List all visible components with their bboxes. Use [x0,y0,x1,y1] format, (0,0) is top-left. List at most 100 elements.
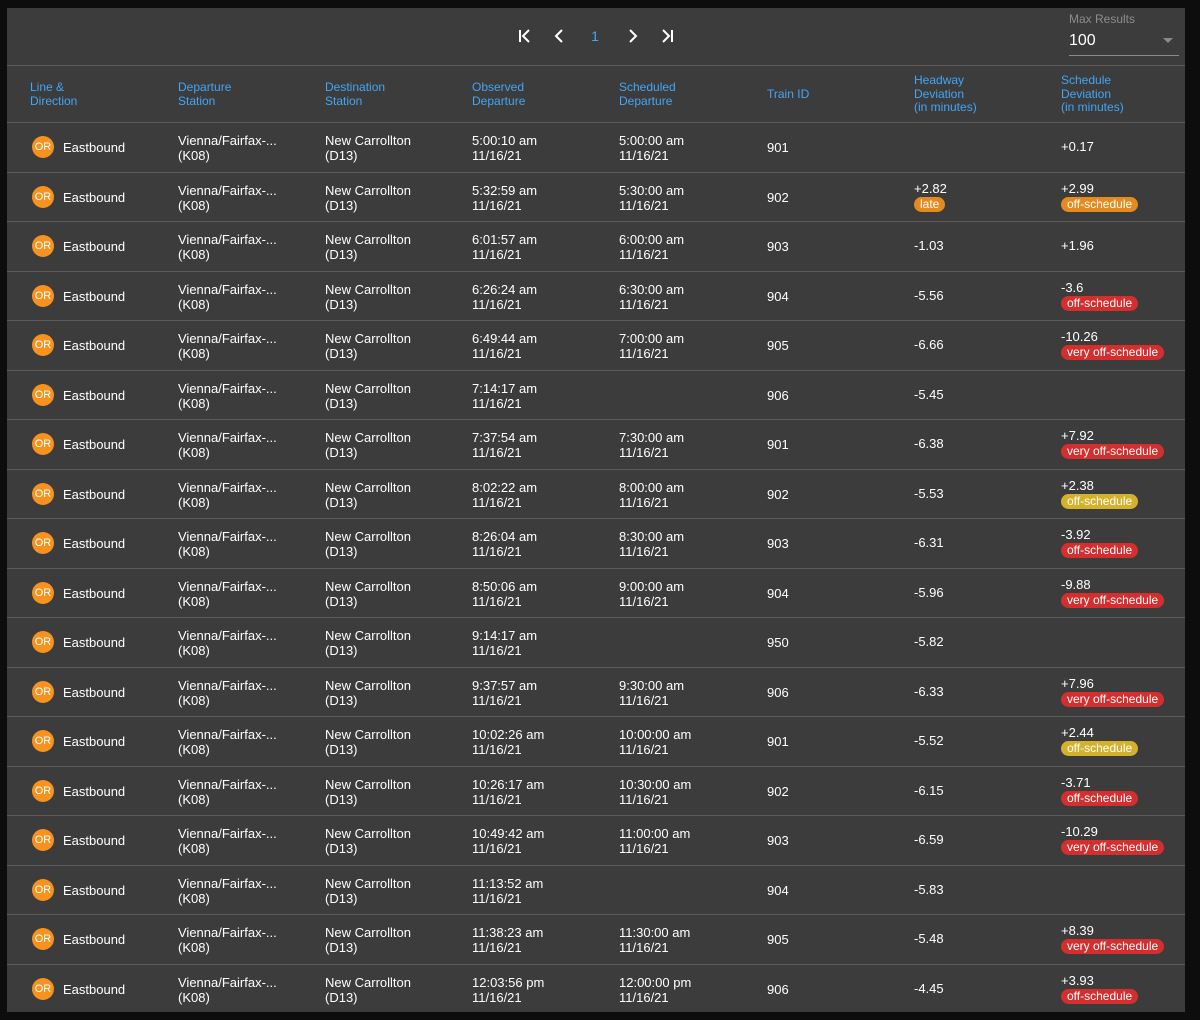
destination-station: New Carrollton (D13) [325,182,411,213]
headway-deviation: -4.45 [914,981,944,996]
schedule-deviation: -9.88 very off-schedule [1061,577,1165,608]
next-page-button[interactable] [619,25,645,47]
status-badge: off-schedule [1061,741,1139,756]
column-header-scheduled-departure[interactable]: Scheduled Departure [619,80,676,108]
departure-station: Vienna/Fairfax-... (K08) [178,727,277,757]
headway-value: +2.82 [914,180,947,196]
scheduled-departure: 9:00:00 am 11/16/21 [619,578,685,609]
observed-departure: 10:26:17 am 11/16/21 [472,776,545,807]
line-badge-or: OR [32,235,54,257]
scheduled-departure: 11:30:00 am 11/16/21 [619,925,691,955]
table-row[interactable]: OR Eastbound Vienna/Fairfax-... (K08) New Ca… [7,272,1185,321]
table-row[interactable]: OR Eastbound Vienna/Fairfax-... (K08) New Ca… [7,866,1185,915]
column-header-departure-station[interactable]: Departure Station [178,80,232,108]
train-id: 901 [767,140,789,155]
headway-deviation: -6.59 [914,833,944,847]
column-header-line-direction[interactable]: Line & Direction [30,80,78,108]
observed-departure: 10:49:42 am 11/16/21 [472,826,545,856]
current-page-number[interactable]: 1 [591,28,599,44]
column-header-observed-departure[interactable]: Observed Departure [472,80,526,108]
status-badge: off-schedule [1061,543,1139,558]
train-id: 905 [767,932,789,947]
table-row[interactable]: OR Eastbound Vienna/Fairfax-... (K08) New Ca… [7,717,1185,767]
destination-station: New Carrollton (D13) [325,974,411,1005]
status-badge: very off-schedule [1061,840,1165,855]
train-id: 902 [767,783,789,799]
last-page-button[interactable] [654,25,680,47]
line-badge-or: OR [32,631,54,653]
schedule-deviation: +8.39 very off-schedule [1061,924,1165,954]
table-row[interactable]: OR Eastbound Vienna/Fairfax-... (K08) New Ca… [7,371,1185,420]
direction-text: Eastbound [63,387,126,403]
table-row[interactable]: OR Eastbound Vienna/Fairfax-... (K08) New Ca… [7,767,1185,816]
direction-text: Eastbound [63,288,126,304]
scheduled-departure: 12:00:00 pm 11/16/21 [619,974,692,1005]
headway-value: -5.96 [914,584,944,600]
departure-station: Vienna/Fairfax-... (K08) [178,974,277,1005]
table-row[interactable]: OR Eastbound Vienna/Fairfax-... (K08) New Ca… [7,519,1185,569]
destination-station: New Carrollton (D13) [325,479,411,510]
departure-station: Vienna/Fairfax-... (K08) [178,281,277,312]
column-header-destination-station[interactable]: Destination Station [325,80,386,108]
table-row[interactable]: OR Eastbound Vienna/Fairfax-... (K08) New Ca… [7,569,1185,618]
column-header-headway-deviation[interactable]: Headway Deviation (in minutes) [914,73,977,114]
table-row[interactable]: OR Eastbound Vienna/Fairfax-... (K08) New Ca… [7,321,1185,371]
table-row[interactable]: OR Eastbound Vienna/Fairfax-... (K08) New Ca… [7,470,1185,519]
line-badge-or: OR [32,779,54,802]
table-row[interactable]: OR Eastbound Vienna/Fairfax-... (K08) New Ca… [7,123,1185,173]
table-row[interactable]: OR Eastbound Vienna/Fairfax-... (K08) New Ca… [7,965,1185,1013]
table-row[interactable]: OR Eastbound Vienna/Fairfax-... (K08) New Ca… [7,915,1185,965]
dropdown-arrow-icon [1163,38,1173,43]
schedule-deviation: +7.92 very off-schedule [1061,429,1165,459]
departure-station: Vienna/Fairfax-... (K08) [178,380,277,411]
schedule-deviation-value: +7.96 [1061,675,1094,691]
departure-station: Vienna/Fairfax-... (K08) [178,479,277,510]
scheduled-departure: 6:30:00 am 11/16/21 [619,281,685,312]
headway-value: -6.38 [914,436,944,451]
line-badge-or: OR [32,383,54,406]
table-row[interactable]: OR Eastbound Vienna/Fairfax-... (K08) New Ca… [7,222,1185,272]
table-row[interactable]: OR Eastbound Vienna/Fairfax-... (K08) New Ca… [7,668,1185,717]
observed-departure: 10:02:26 am 11/16/21 [472,727,545,757]
destination-station: New Carrollton (D13) [325,925,411,955]
first-page-icon [519,29,530,43]
headway-deviation: -6.38 [914,437,944,451]
train-id: 903 [767,239,789,254]
first-page-button[interactable] [512,25,538,47]
line-badge-or: OR [32,284,54,307]
train-id: 902 [767,486,789,502]
status-badge: off-schedule [1061,295,1139,311]
line-badge-or: OR [32,730,54,752]
observed-departure: 11:38:23 am 11/16/21 [472,925,544,955]
previous-page-button[interactable] [547,25,573,47]
schedule-deviation-value: -3.6 [1061,279,1084,295]
departure-station: Vienna/Fairfax-... (K08) [178,578,277,609]
scheduled-departure: 9:30:00 am 11/16/21 [619,677,685,708]
direction-text: Eastbound [63,932,126,947]
headway-deviation: -5.96 [914,584,944,600]
destination-station: New Carrollton (D13) [325,232,411,262]
observed-departure: 9:37:57 am 11/16/21 [472,677,538,708]
table-row[interactable]: OR Eastbound Vienna/Fairfax-... (K08) New Ca… [7,816,1185,866]
table-row[interactable]: OR Eastbound Vienna/Fairfax-... (K08) New Ca… [7,618,1185,668]
headway-deviation: -5.45 [914,387,944,402]
schedule-deviation: +1.96 [1061,239,1094,253]
status-badge: very off-schedule [1061,592,1165,608]
column-header-train-id[interactable]: Train ID [767,87,810,101]
schedule-deviation: -10.29 very off-schedule [1061,825,1165,855]
direction-text: Eastbound [63,486,126,502]
table-row[interactable]: OR Eastbound Vienna/Fairfax-... (K08) New Ca… [7,420,1185,470]
direction-text: Eastbound [63,684,126,700]
train-id: 906 [767,387,789,403]
direction-text: Eastbound [63,140,126,155]
table-body: OR Eastbound Vienna/Fairfax-... (K08) New Ca… [7,123,1185,1012]
destination-station: New Carrollton (D13) [325,430,411,460]
table-row[interactable]: OR Eastbound Vienna/Fairfax-... (K08) New Ca… [7,173,1185,222]
train-id: 950 [767,635,789,650]
column-header-schedule-deviation[interactable]: Schedule Deviation (in minutes) [1061,73,1124,114]
departure-station: Vienna/Fairfax-... (K08) [178,133,277,163]
max-results-select[interactable]: 100 [1069,31,1179,56]
headway-value: -5.83 [914,881,944,897]
scheduled-departure: 10:00:00 am 11/16/21 [619,727,692,757]
headway-deviation: -6.33 [914,684,944,699]
